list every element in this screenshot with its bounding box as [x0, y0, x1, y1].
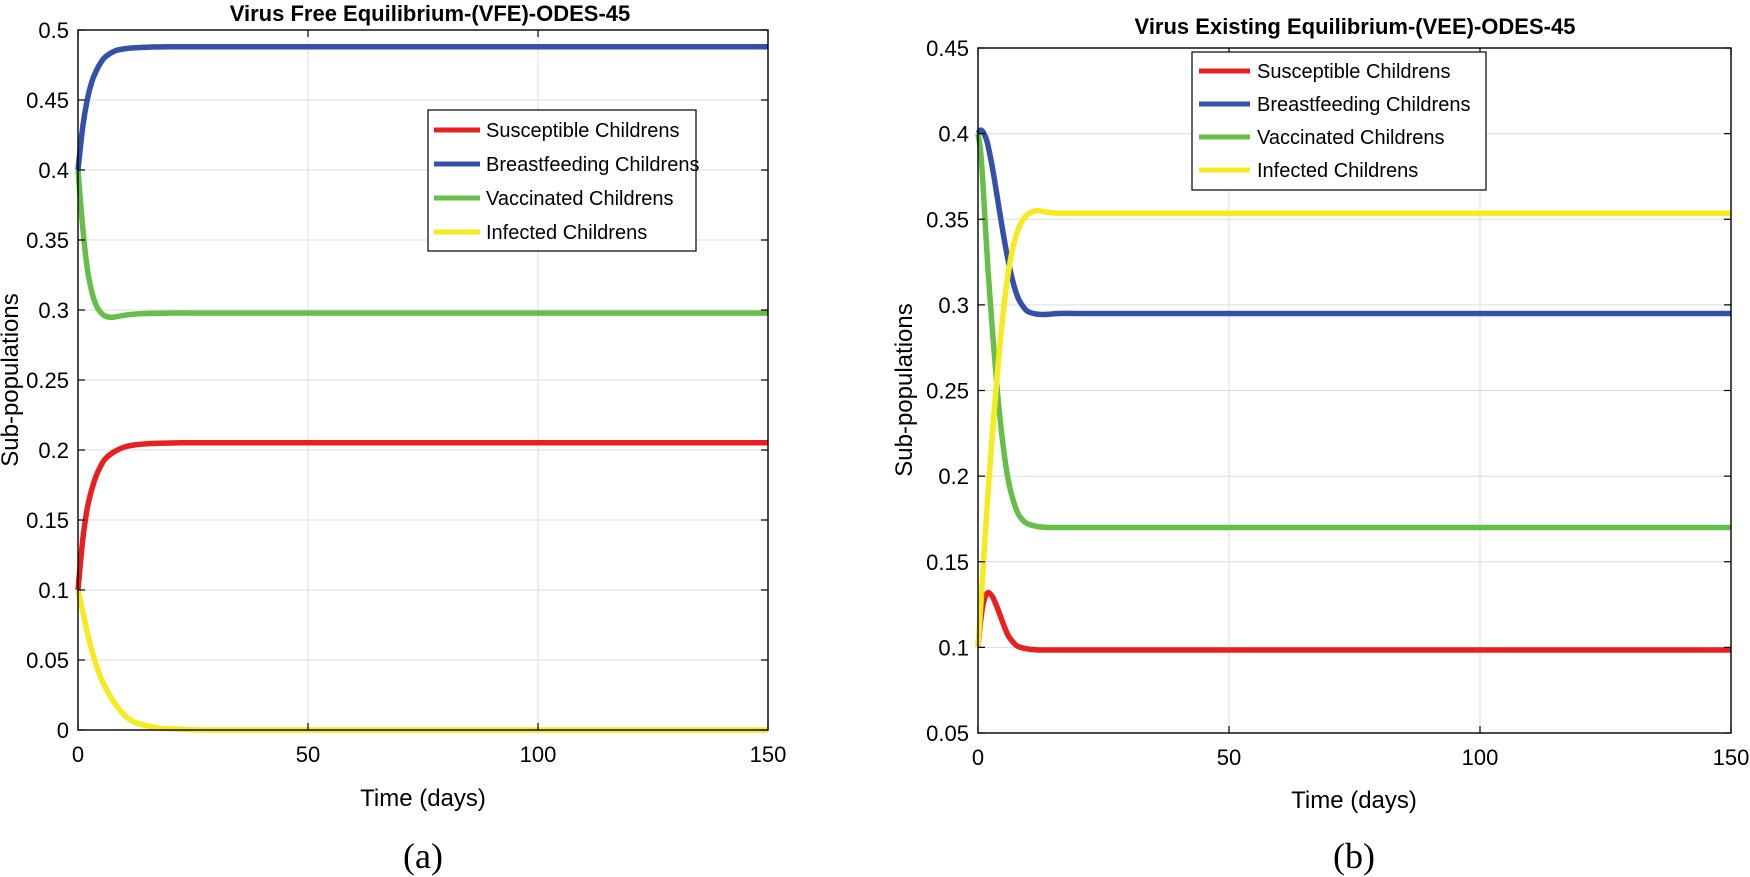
chart-a-ytick-label: 0.1: [38, 578, 69, 603]
chart-a-legend: Susceptible Childrens Breastfeeding Chil…: [427, 109, 699, 252]
chart-b-xtick-label: 150: [1713, 745, 1750, 770]
chart-a-title: Virus Free Equilibrium-(VFE)-ODES-45: [230, 1, 631, 26]
chart-b-ytick-label: 0.2: [938, 464, 969, 489]
chart-a-ytick-label: 0.05: [26, 648, 69, 673]
chart-a-ytick-label: 0: [57, 718, 69, 743]
chart-b-ylabel: Sub-populations: [891, 303, 918, 476]
chart-b-series-line-susceptible: [975, 589, 1731, 653]
chart-a-ytick-label: 0.2: [38, 438, 69, 463]
chart-b-caption: (b): [1333, 836, 1375, 876]
chart-a: Virus Free Equilibrium-(VFE)-ODES-45 0 50…: [0, 1, 786, 876]
chart-a-xtick-label: 150: [750, 742, 787, 767]
chart-b-ytick-label: 0.45: [926, 36, 969, 61]
chart-b-ytick-label: 0.3: [938, 293, 969, 318]
chart-a-ytick-label: 0.45: [26, 88, 69, 113]
chart-b-legend-label-infected: Infected Childrens: [1257, 160, 1418, 182]
chart-b-ticks: 0 50 100 150 0.05 0.1 0.15 0.2 0.25 0.3 0.35 0.4 0.4…: [926, 36, 1749, 770]
chart-a-xtick-label: 100: [520, 742, 557, 767]
chart-a-legend-label-breastfeeding: Breastfeeding Childrens: [486, 154, 699, 176]
chart-b-legend-label-susceptible: Susceptible Childrens: [1257, 61, 1450, 83]
chart-b-legend-label-breastfeeding: Breastfeeding Childrens: [1257, 94, 1470, 116]
chart-b-legend-label-vaccinated: Vaccinated Childrens: [1257, 127, 1445, 149]
chart-b-series-line-breastfeeding: [975, 127, 1731, 318]
chart-a-ytick-label: 0.4: [38, 158, 69, 183]
chart-b-series-line-vaccinated: [975, 133, 1731, 531]
chart-b-series-line-infected: [975, 207, 1731, 648]
chart-a-legend-label-susceptible: Susceptible Childrens: [486, 120, 679, 142]
chart-a-series-line-breastfeeding: [75, 44, 768, 171]
chart-a-caption: (a): [403, 836, 443, 876]
chart-a-xlabel: Time (days): [360, 785, 486, 812]
chart-a-series-line-susceptible: [75, 439, 768, 591]
chart-a-ytick-label: 0.35: [26, 228, 69, 253]
chart-a-series-line-vaccinated: [75, 169, 768, 321]
chart-a-legend-label-vaccinated: Vaccinated Childrens: [486, 188, 674, 210]
chart-a-ytick-label: 0.15: [26, 508, 69, 533]
chart-b-title: Virus Existing Equilibrium-(VEE)-ODES-45: [1135, 14, 1576, 39]
chart-a-xtick-label: 0: [72, 742, 84, 767]
chart-b-ytick-label: 0.15: [926, 550, 969, 575]
chart-a-ylabel: Sub-populations: [0, 293, 24, 466]
chart-b: Virus Existing Equilibrium-(VEE)-ODES-45…: [891, 14, 1749, 876]
chart-b-legend-box: [1191, 51, 1487, 191]
chart-a-legend-box: [427, 109, 697, 252]
chart-b-ytick-label: 0.25: [926, 379, 969, 404]
chart-b-ytick-label: 0.05: [926, 721, 969, 746]
chart-a-ytick-label: 0.5: [38, 18, 69, 43]
chart-a-ytick-label: 0.3: [38, 298, 69, 323]
chart-a-legend-label-infected: Infected Childrens: [486, 222, 647, 244]
chart-b-xtick-label: 0: [972, 745, 984, 770]
chart-b-ytick-label: 0.35: [926, 207, 969, 232]
chart-b-legend: Susceptible Childrens Breastfeeding Chil…: [1191, 51, 1487, 191]
chart-b-xlabel: Time (days): [1291, 787, 1417, 814]
chart-a-xtick-label: 50: [296, 742, 320, 767]
chart-b-xtick-label: 50: [1217, 745, 1241, 770]
chart-b-ytick-label: 0.1: [938, 635, 969, 660]
chart-a-ticks: 0 50 100 150 0 0.05 0.1 0.15 0.2 0.25 0.3 0.35 0.4 0.…: [26, 18, 786, 767]
chart-a-ytick-label: 0.25: [26, 368, 69, 393]
chart-b-xtick-label: 100: [1462, 745, 1499, 770]
chart-b-ytick-label: 0.4: [938, 122, 969, 147]
chart-b-series-lines: [975, 127, 1731, 653]
